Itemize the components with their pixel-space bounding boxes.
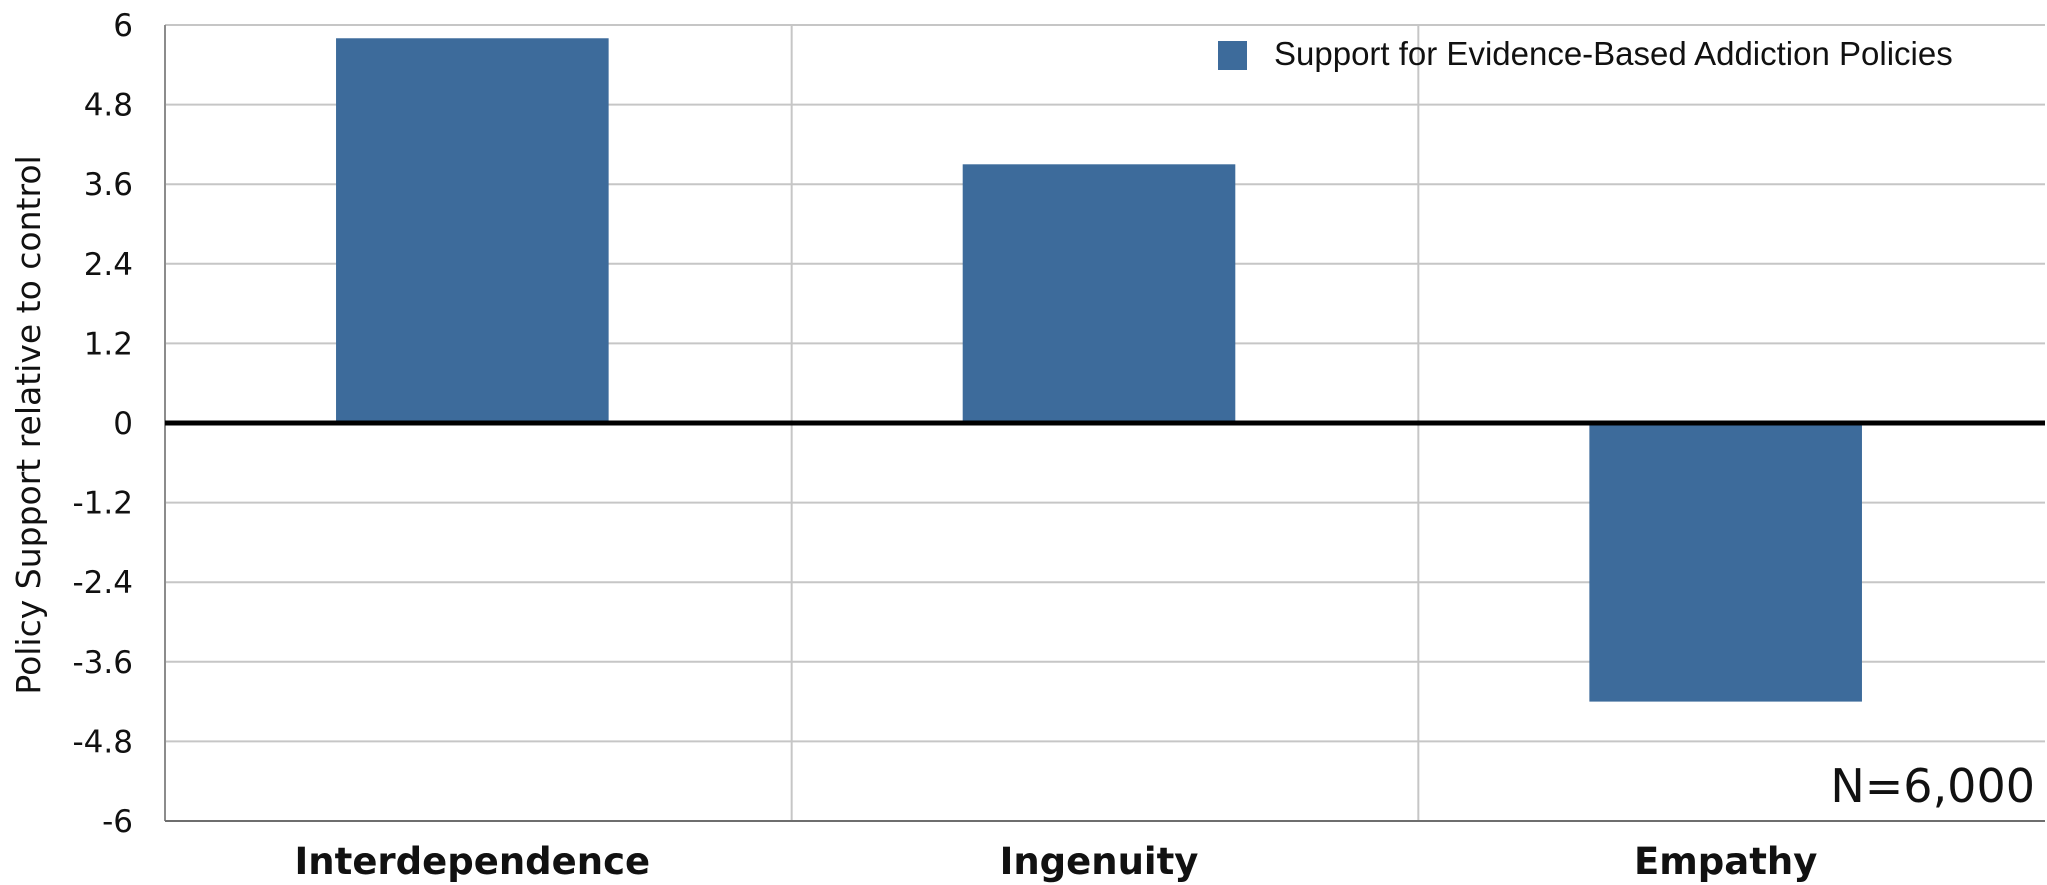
bars <box>336 38 1862 702</box>
y-tick-label: 4.8 <box>84 88 133 124</box>
bar-empathy <box>1589 423 1862 702</box>
y-axis-ticks: 6 4.8 3.6 2.4 1.2 0 -1.2 -2.4 -3.6 -4.8 -6 <box>73 8 134 840</box>
y-tick-label: -2.4 <box>73 565 134 601</box>
y-tick-label: -4.8 <box>73 724 134 760</box>
y-tick-label: -6 <box>102 804 133 840</box>
y-axis-label: Policy Support relative to control <box>9 155 48 694</box>
y-tick-label: -3.6 <box>73 645 134 681</box>
y-tick-label: -1.2 <box>73 486 134 522</box>
y-tick-label: 1.2 <box>84 326 133 362</box>
y-tick-label: 2.4 <box>84 247 133 283</box>
category-labels: Interdependence Ingenuity Empathy <box>295 840 1818 883</box>
axes <box>164 25 2045 822</box>
legend-label: Support for Evidence-Based Addiction Pol… <box>1274 35 1953 72</box>
x-category-label: Empathy <box>1634 840 1817 883</box>
sample-size-note: N=6,000 <box>1830 759 2035 813</box>
bar-ingenuity <box>962 164 1236 424</box>
bar-interdependence <box>336 38 609 424</box>
x-category-label: Interdependence <box>295 840 651 883</box>
x-category-label: Ingenuity <box>1000 840 1199 883</box>
legend-swatch <box>1218 41 1247 70</box>
legend: Support for Evidence-Based Addiction Pol… <box>1218 35 1953 72</box>
y-tick-label: 6 <box>113 8 133 44</box>
y-tick-label: 3.6 <box>84 167 133 203</box>
y-tick-label: 0 <box>113 406 133 442</box>
